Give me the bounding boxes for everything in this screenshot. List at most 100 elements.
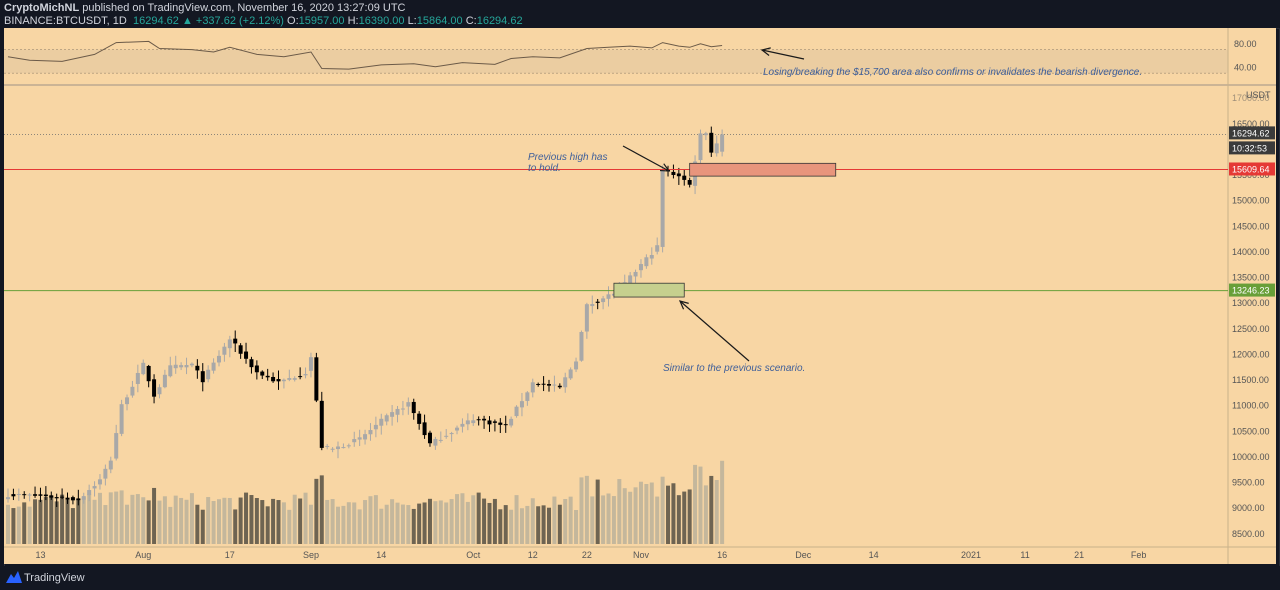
published-text: published on TradingView.com, November 1… [82, 2, 406, 14]
candle-body [682, 175, 687, 180]
oscillator-tick-label: 40.00 [1234, 62, 1257, 72]
volume-bar [579, 477, 584, 544]
date-tick-label: Feb [1131, 550, 1147, 560]
candle-body [233, 338, 238, 344]
volume-bar [557, 504, 562, 544]
volume-bar [38, 499, 43, 544]
volume-bar [628, 491, 633, 544]
candle-body [146, 365, 151, 382]
publish-info: CryptoMichNL published on TradingView.co… [4, 2, 406, 14]
countdown-tag: 10:32:53 [1232, 143, 1267, 153]
candle-body [265, 375, 270, 378]
volume-bar [43, 496, 48, 544]
candle-body [411, 401, 416, 414]
tradingview-brand[interactable]: TradingView [24, 572, 85, 584]
candle-body [638, 264, 643, 271]
volume-bar [92, 499, 97, 544]
candle-body [568, 369, 573, 379]
price-tick-label: 13000.00 [1232, 298, 1270, 308]
date-tick-label: 22 [582, 550, 592, 560]
candle-body [81, 496, 86, 500]
candle-body [606, 294, 611, 299]
candle-body [11, 494, 16, 497]
volume-bar [125, 504, 130, 544]
candle-body [27, 494, 32, 496]
volume-bar [249, 495, 254, 544]
resistance-zone[interactable] [689, 162, 837, 177]
volume-bar [76, 499, 81, 544]
symbol-label[interactable]: BINANCE:BTCUSDT, 1D [4, 15, 127, 27]
volume-bar [379, 508, 384, 544]
open-value: 15957.00 [298, 15, 345, 27]
author-name[interactable]: CryptoMichNL [4, 2, 80, 14]
support-zone[interactable] [613, 282, 685, 298]
candle-body [590, 304, 595, 307]
volume-bar [357, 509, 362, 544]
oscillator-tick-label: 80.00 [1234, 39, 1257, 49]
candle-body [87, 490, 92, 496]
resistance-price-tag: 15609.64 [1232, 164, 1270, 174]
candle-body [152, 379, 157, 397]
candle-body [238, 345, 243, 354]
candle-body [319, 400, 324, 448]
volume-bar [449, 499, 454, 544]
volume-bar [238, 497, 243, 544]
candle-body [119, 404, 124, 434]
price-change: +337.62 (+2.12%) [195, 15, 284, 27]
annotation-similar: Similar to the previous scenario. [663, 363, 805, 374]
volume-bar [568, 496, 573, 544]
candle-body [633, 271, 638, 277]
candle-body [189, 363, 194, 366]
candle-body [390, 412, 395, 417]
volume-bar [671, 483, 676, 544]
countdown-tag-background [1229, 141, 1275, 155]
tradingview-logo-icon[interactable] [6, 571, 22, 583]
volume-bar [552, 496, 557, 544]
volume-bar [530, 498, 535, 544]
candle-body [530, 382, 535, 393]
candle-body [503, 424, 508, 426]
candle-body [509, 418, 514, 426]
price-tick-label: 17000.00 [1232, 93, 1270, 103]
candle-body [373, 424, 378, 430]
volume-bar [336, 506, 341, 544]
volume-bar [308, 504, 313, 544]
volume-bar [49, 496, 54, 544]
candle-body [211, 362, 216, 371]
candle-body [482, 418, 487, 421]
arrow-similar [679, 300, 750, 362]
volume-bar [519, 508, 524, 544]
candle-body [65, 497, 70, 500]
candle-body [206, 369, 211, 380]
annotation-previous-high-line1: Previous high has [528, 152, 608, 163]
volume-bar [417, 503, 422, 544]
price-tick-label: 8500.00 [1232, 529, 1265, 539]
volume-bar [563, 499, 568, 544]
volume-bar [195, 504, 200, 544]
candle-body [308, 357, 313, 371]
volume-bar [314, 478, 319, 544]
candle-body [709, 132, 714, 153]
candle-body [427, 432, 432, 444]
price-tick-label: 14500.00 [1232, 221, 1270, 231]
high-value: 16390.00 [358, 15, 405, 27]
candle-body [433, 438, 438, 446]
candle-body [363, 434, 368, 440]
candle-body [303, 374, 308, 376]
price-tick-label: 16500.00 [1232, 119, 1270, 129]
candle-body [671, 171, 676, 175]
volume-bar [427, 498, 432, 544]
up-arrow-icon: ▲ [181, 15, 193, 27]
volume-bar [303, 492, 308, 544]
volume-bar [444, 502, 449, 544]
volume-bar [135, 494, 140, 544]
candle-body [460, 423, 465, 427]
candle-body [574, 361, 579, 370]
volume-bar [390, 499, 395, 544]
date-tick-label: Oct [466, 550, 481, 560]
candle-body [579, 332, 584, 361]
volume-bar [638, 481, 643, 544]
candle-body [179, 365, 184, 368]
candle-body [595, 301, 600, 303]
